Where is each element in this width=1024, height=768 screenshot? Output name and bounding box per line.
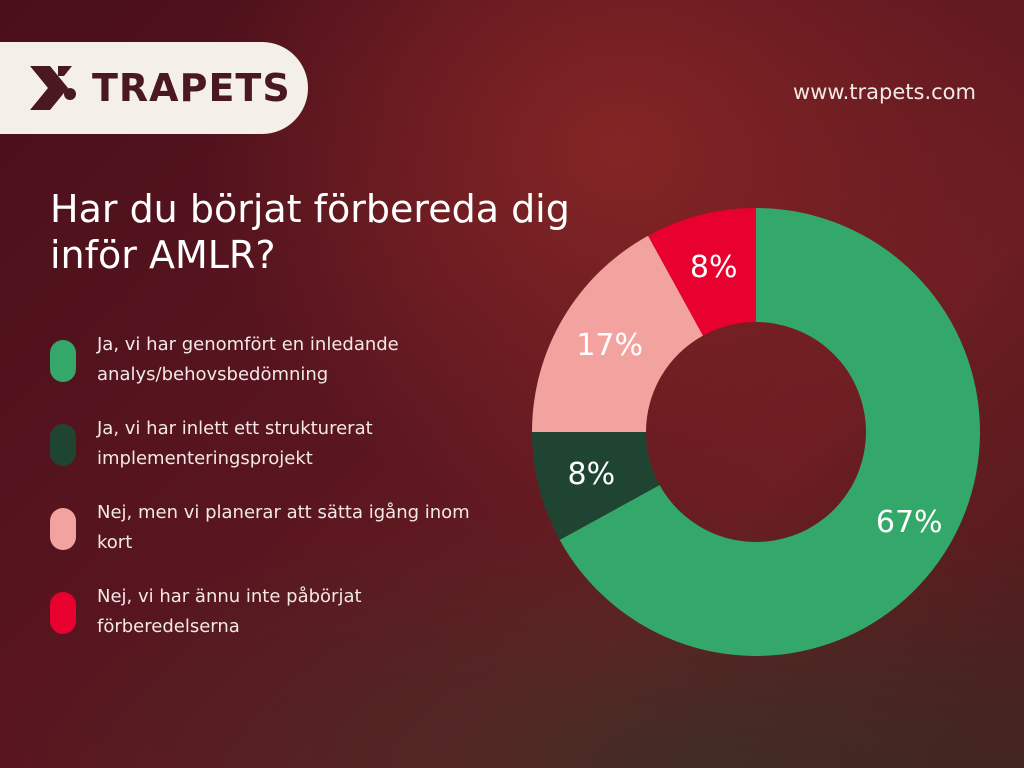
- legend-item: Nej, men vi planerar att sätta igång ino…: [50, 498, 510, 558]
- donut-slice: [648, 208, 756, 336]
- slice-percent-label: 8%: [568, 457, 616, 492]
- brand-name: TRAPETS: [92, 66, 291, 110]
- legend-item: Ja, vi har inlett ett strukturerat imple…: [50, 414, 510, 474]
- donut-chart: 67% 8% 17% 8%: [532, 208, 980, 656]
- legend-swatch: [50, 340, 76, 382]
- legend-label: Nej, vi har ännu inte påbörjat förberede…: [97, 586, 362, 637]
- website-link[interactable]: www.trapets.com: [793, 80, 976, 104]
- slice-percent-label: 17%: [576, 328, 643, 363]
- legend-swatch: [50, 424, 76, 466]
- legend-item: Nej, vi har ännu inte påbörjat förberede…: [50, 582, 510, 642]
- slice-percent-label: 67%: [876, 505, 943, 540]
- chart-title: Har du börjat förbereda dig inför AMLR?: [50, 187, 570, 277]
- legend-label: Nej, men vi planerar att sätta igång ino…: [97, 502, 470, 553]
- slice-percent-label: 8%: [690, 250, 738, 285]
- trapets-logo-icon: [30, 66, 76, 110]
- brand-logo: TRAPETS: [0, 42, 308, 134]
- legend-swatch: [50, 592, 76, 634]
- donut-slice: [532, 235, 704, 432]
- donut-slice: [532, 432, 660, 540]
- legend-swatch: [50, 508, 76, 550]
- legend-label: Ja, vi har inlett ett strukturerat imple…: [97, 418, 373, 469]
- donut-slice: [559, 208, 980, 656]
- legend-label: Ja, vi har genomfört en inledande analys…: [97, 334, 399, 385]
- legend-item: Ja, vi har genomfört en inledande analys…: [50, 330, 510, 390]
